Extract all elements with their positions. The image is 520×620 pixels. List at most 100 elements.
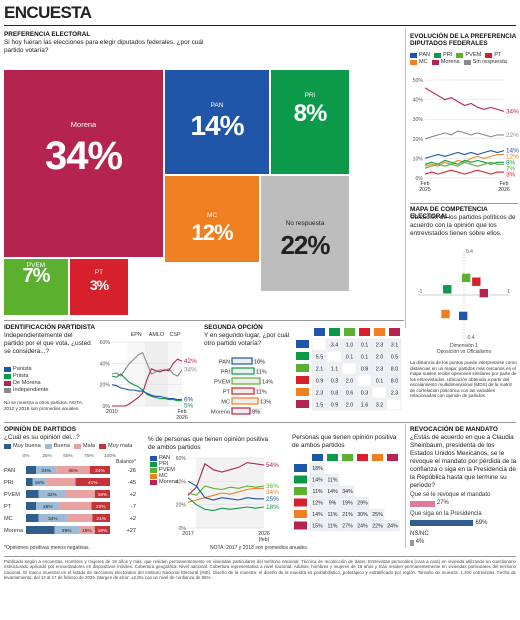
tile-value: 12% — [191, 220, 233, 245]
party-logo-icon — [342, 454, 353, 461]
matrix-cell-value: 21% — [342, 512, 353, 518]
tile-label: MC — [206, 212, 218, 219]
bar-value-label: 14% — [262, 379, 273, 385]
series-line — [187, 497, 265, 512]
treemap-section-title: PREFERENCIA ELECTORAL — [4, 31, 91, 38]
map-question: Ubicación de los partidos políticos de a… — [410, 214, 516, 237]
axis-tick-label: 1 — [507, 289, 510, 295]
matrix-cell-value: 1.1 — [331, 367, 339, 373]
tile-value: 3% — [89, 277, 109, 293]
matrix-cell-value: 19% — [342, 501, 353, 507]
opinion-section-title: OPINIÓN DE PARTIDOS — [4, 426, 76, 433]
tile-pan: PAN 14% — [165, 70, 269, 174]
recall-value: 27% — [436, 500, 449, 507]
y-tick-label: 0% — [416, 176, 424, 182]
matrix-cell — [339, 485, 355, 497]
matrix-cell — [326, 338, 342, 351]
segment-label: 24% — [95, 468, 105, 474]
matrix-cell — [309, 520, 325, 532]
page-title: ENCUESTA — [4, 3, 92, 22]
axis-title: Dimensión 1 Oposición vs Oficialismo — [437, 343, 492, 355]
tile-label: No respuesta — [285, 220, 325, 227]
party-point — [471, 276, 482, 287]
x-tick-label: Feb 2026 — [498, 181, 510, 193]
series-line — [424, 87, 505, 112]
scale-tick-label: 100% — [104, 453, 117, 459]
tile-pt: PT 3% — [70, 259, 128, 315]
y-tick-label: 0% — [103, 404, 111, 410]
legend-swatch — [456, 52, 464, 58]
bar-category-label: PAN — [4, 468, 15, 474]
opinion-question: ¿Cuál es su opinión del...? — [4, 434, 80, 441]
evolution-section-title: EVOLUCIÓN DE LA PREFERENCIA DIPUTADOS FE… — [410, 33, 517, 47]
matrix-cell-value: 0.8 — [361, 367, 369, 373]
legend-item: MC — [150, 473, 178, 479]
bar-category-label: PRI — [4, 480, 14, 486]
stacked-segment — [46, 478, 76, 486]
tile-pvem: PVEM 7% — [4, 259, 68, 315]
second-option-matrix: 3.4 1.0 0.1 2.3 3.1 5.5 0.1 0.1 2.0 0.5 2.1 1.1 0.8 2… — [296, 328, 402, 411]
legend-swatch — [410, 59, 417, 65]
matrix-cell — [311, 398, 327, 411]
bar-category-label: PVEM — [214, 379, 230, 385]
matrix-cell — [371, 338, 387, 351]
axis-tick-label: -0.4 — [466, 335, 475, 341]
segment-label: 19% — [82, 528, 92, 534]
matrix-cell-value: 29% — [357, 501, 368, 507]
party-logo-icon — [387, 454, 398, 461]
recall-question: ¿Estás de acuerdo en que a Claudia Shein… — [410, 434, 517, 489]
legend-swatch — [44, 443, 52, 449]
bar — [231, 397, 259, 405]
matrix-cell — [354, 497, 370, 509]
party-logo-icon — [294, 510, 307, 518]
party-logo-icon — [359, 328, 370, 336]
bar — [231, 377, 261, 385]
matrix-cell-value: 2.3 — [376, 343, 384, 349]
balance-value: +27 — [127, 528, 137, 534]
end-value-label: 42% — [184, 358, 197, 365]
party-logo-icon — [327, 454, 338, 461]
y-tick-label: 60% — [176, 456, 187, 462]
matrix-cell-value: 2.0 — [346, 379, 354, 385]
party-logo-icon — [296, 364, 309, 372]
segment-label: 28% — [43, 504, 53, 510]
segment-label: 41% — [88, 480, 98, 486]
matrix-cell — [309, 474, 325, 486]
legend-swatch — [434, 52, 442, 58]
competition-map: 0.4 -0.4 1 -1 Dimensión 1 Oposición vs Oficia… — [418, 249, 510, 355]
matrix-cell — [354, 520, 370, 532]
balance-value: +2 — [130, 492, 136, 498]
legend-item: Panista — [4, 366, 48, 372]
y-tick-label: 20% — [100, 383, 111, 389]
positive-line-chart: 60% 40% 20% 0%2017 2026 (feb) 54% 36%34%25%18% — [176, 456, 279, 542]
series-line — [187, 487, 264, 503]
matrix-cell-value: 0.3 — [361, 391, 369, 397]
stacked-segment — [75, 478, 110, 486]
recall-bar — [410, 520, 474, 527]
matrix-cell-value: 2.1 — [316, 367, 324, 373]
axis-tick-label: 0.4 — [466, 249, 473, 255]
tile-value: 8% — [293, 100, 328, 127]
party-point — [458, 311, 468, 321]
matrix-cell — [324, 520, 340, 532]
stacked-segment — [26, 514, 39, 522]
stacked-segment — [89, 466, 110, 474]
matrix-cell — [371, 386, 387, 399]
y-tick-label: 50% — [413, 78, 424, 84]
matrix-cell — [356, 362, 372, 375]
evolution-legend: PAN PRI PVEM PT MC Morena Sin respuesta — [410, 52, 520, 65]
matrix-cell — [341, 338, 357, 351]
series-line — [112, 358, 183, 407]
matrix-cell — [354, 508, 370, 520]
party-point — [461, 273, 472, 283]
legend-item: MC — [410, 59, 428, 65]
stacked-segment — [26, 502, 37, 510]
matrix-cell-value: 30% — [357, 512, 368, 518]
y-tick-label: 30% — [413, 117, 424, 123]
legend-swatch — [463, 59, 471, 65]
bar-category-label: Morena — [4, 528, 24, 534]
matrix-cell-value: 11% — [328, 512, 338, 518]
bar-category-label: MC — [221, 399, 230, 405]
x-tick-label: 2026 (feb) — [258, 531, 270, 542]
stacked-segment — [36, 466, 57, 474]
